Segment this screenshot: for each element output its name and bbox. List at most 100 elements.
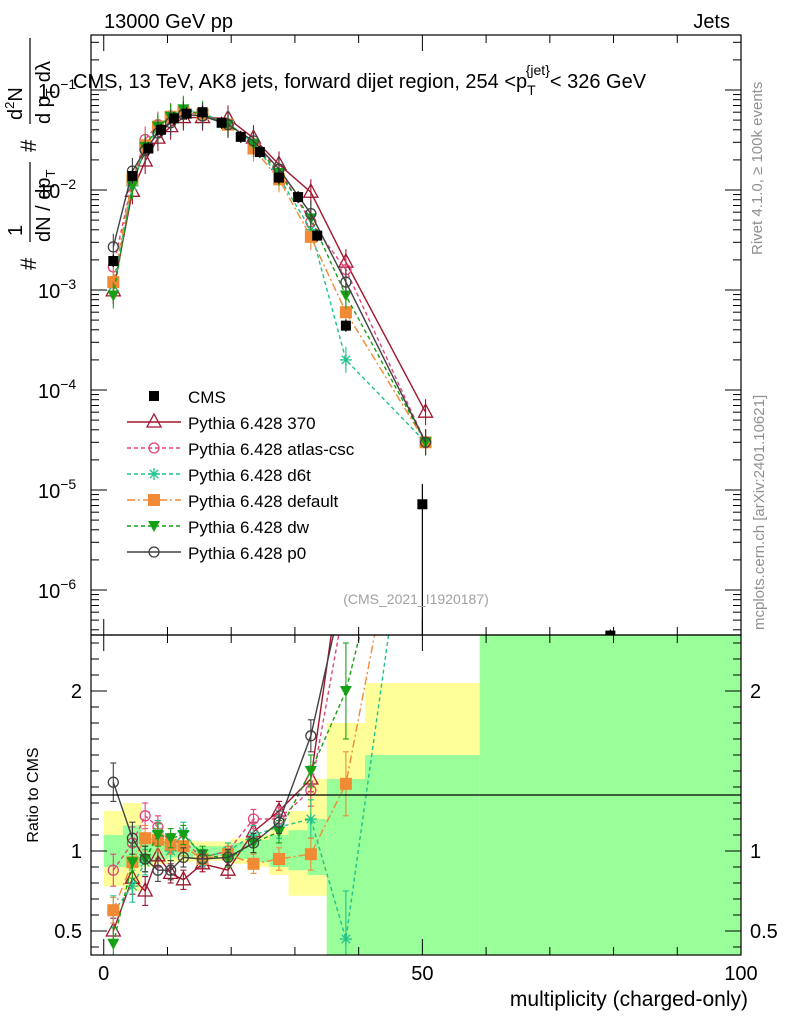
ratio-tick-label-right: 0.5 (750, 921, 778, 943)
legend-entry: Pythia 6.428 d6t (127, 466, 311, 485)
legend-label: Pythia 6.428 default (188, 492, 339, 511)
data-point (108, 255, 119, 266)
legend-marker (148, 442, 160, 454)
data-point (312, 230, 323, 241)
svg-text:d pTdλ: d pTdλ (33, 61, 58, 124)
series-point-main (302, 182, 319, 198)
star-stroke (421, 367, 429, 375)
title-pre: CMS, 13 TeV, AK8 jets, forward dijet reg… (73, 71, 527, 93)
series-point-ratio (304, 766, 317, 777)
series-point-main (107, 241, 119, 253)
svg-text:dN / dpT: dN / dpT (33, 170, 58, 242)
legend-label: Pythia 6.428 370 (188, 414, 316, 433)
y-axis-label: # 1 dN / dpT # d2N d pTdλ (2, 38, 58, 270)
legend-label: Pythia 6.428 d6t (188, 466, 311, 485)
data-point (143, 143, 154, 154)
ylabel-sub2: T (43, 88, 58, 96)
series-point-ratio (164, 833, 177, 845)
data-point (605, 630, 616, 635)
series-point-ratio (272, 853, 285, 865)
series-point-ratio (247, 857, 260, 870)
series-point-ratio (421, 366, 431, 376)
series-point-main (340, 276, 352, 288)
series-point-ratio (137, 881, 154, 897)
series-point-main (339, 306, 352, 319)
data-point (235, 131, 246, 142)
series-point-ratio (151, 830, 164, 841)
data-point (197, 107, 208, 118)
ratio-frame (90, 634, 742, 956)
series-point-ratio (273, 816, 285, 828)
x-tick-label: 100 (724, 963, 757, 985)
ratio-tick-label-right: 2 (750, 681, 761, 703)
ratio-plot-area (105, 365, 432, 955)
legend-entry: Pythia 6.428 dw (127, 518, 310, 537)
ylabel-num2: d (5, 109, 27, 120)
title-sup: {jet} (526, 62, 550, 78)
legend-entry: Pythia 6.428 default (127, 492, 339, 511)
y-tick-base: 10 (38, 81, 60, 103)
series-point-ratio (107, 938, 120, 950)
ylabel-dl: dλ (33, 61, 55, 82)
y-tick-base: 10 (38, 481, 60, 503)
x-tick-label: 0 (98, 963, 109, 985)
legend-marker (148, 468, 160, 480)
data-point (168, 113, 179, 124)
series-point-main (247, 135, 260, 147)
y-tick-label: 10−3 (38, 276, 76, 303)
series-point-ratio (107, 904, 120, 917)
legend-label: CMS (188, 388, 226, 407)
ylabel-den: dN / dp (33, 178, 55, 242)
x-axis-label: multiplicity (charged-only) (510, 988, 748, 1011)
ratio-tick-label: 0.5 (54, 921, 82, 943)
main-plot-area (105, 95, 616, 635)
data-point (127, 171, 138, 182)
ylabel-one: 1 (5, 225, 27, 236)
series-point-ratio (339, 686, 352, 697)
y-tick-base: 10 (38, 381, 60, 403)
series-point-ratio (305, 730, 317, 742)
series-point-ratio (177, 830, 190, 841)
data-point (273, 172, 284, 183)
ylabel-n: N (5, 87, 27, 101)
y-tick-label: 10−5 (38, 476, 76, 503)
ratio-tick-label: 1 (71, 841, 82, 863)
svg-text:1: 1 (5, 225, 27, 236)
y-tick-base: 10 (38, 281, 60, 303)
svg-text:#: # (16, 257, 41, 270)
star-stroke (306, 814, 316, 824)
series-point-ratio (139, 853, 151, 865)
legend: CMS Pythia 6.428 370 Pythia 6.428 atlas-cs… (127, 388, 355, 563)
series-point-main (339, 290, 352, 302)
series-point-ratio (139, 832, 152, 845)
header-left: 13000 GeV pp (104, 11, 233, 33)
ratio-y-label: Ratio to CMS (25, 747, 42, 842)
series-point-ratio (175, 870, 192, 886)
series-point-ratio (219, 860, 237, 876)
series-point-ratio (341, 574, 351, 584)
ratio-tick-label-right: 1 (750, 841, 761, 863)
legend-entry: Pythia 6.428 atlas-csc (127, 440, 355, 459)
svg-text:#: # (16, 139, 41, 152)
y-tick-exp: −3 (60, 276, 76, 292)
series-point-ratio (222, 851, 234, 864)
series-point-ratio (420, 365, 432, 377)
series-point-ratio (152, 864, 164, 876)
y-tick-exp: −5 (60, 476, 76, 492)
title-sub: T (527, 82, 536, 98)
series-point-ratio (139, 810, 151, 822)
series-point-ratio (339, 933, 352, 945)
side-label-right: mcplots.cern.ch [arXiv:2401.10621] (751, 395, 768, 630)
star-stroke (127, 881, 138, 891)
legend-marker (148, 546, 160, 558)
series-point-ratio (339, 523, 353, 536)
series-point-ratio (247, 837, 260, 849)
y-tick-exp: −2 (60, 176, 76, 192)
series-point-ratio (177, 840, 190, 853)
legend-marker (148, 494, 160, 506)
data-point (293, 192, 304, 203)
star-stroke (341, 934, 351, 944)
star-stroke (421, 367, 429, 375)
data-point (181, 108, 192, 119)
